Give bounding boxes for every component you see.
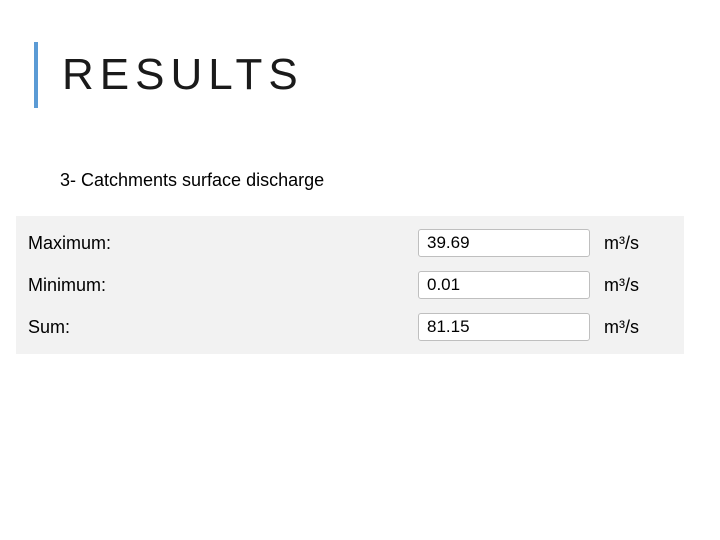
result-row-maximum: Maximum: 39.69 m³/s	[28, 222, 672, 264]
title-wrap: RESULTS	[34, 42, 304, 108]
row-unit: m³/s	[590, 233, 670, 254]
row-label: Sum:	[28, 317, 418, 338]
field-value: 39.69	[427, 233, 470, 253]
field-value: 0.01	[427, 275, 460, 295]
maximum-field[interactable]: 39.69	[418, 229, 590, 257]
results-panel: Maximum: 39.69 m³/s Minimum: 0.01 m³/s S…	[16, 216, 684, 354]
slide: RESULTS 3- Catchments surface discharge …	[0, 0, 720, 540]
row-label: Maximum:	[28, 233, 418, 254]
row-label: Minimum:	[28, 275, 418, 296]
minimum-field[interactable]: 0.01	[418, 271, 590, 299]
title-accent-bar	[34, 42, 38, 108]
result-row-minimum: Minimum: 0.01 m³/s	[28, 264, 672, 306]
result-row-sum: Sum: 81.15 m³/s	[28, 306, 672, 348]
row-unit: m³/s	[590, 317, 670, 338]
row-unit: m³/s	[590, 275, 670, 296]
page-title: RESULTS	[62, 42, 304, 108]
section-subtitle: 3- Catchments surface discharge	[60, 170, 324, 191]
sum-field[interactable]: 81.15	[418, 313, 590, 341]
field-value: 81.15	[427, 317, 470, 337]
